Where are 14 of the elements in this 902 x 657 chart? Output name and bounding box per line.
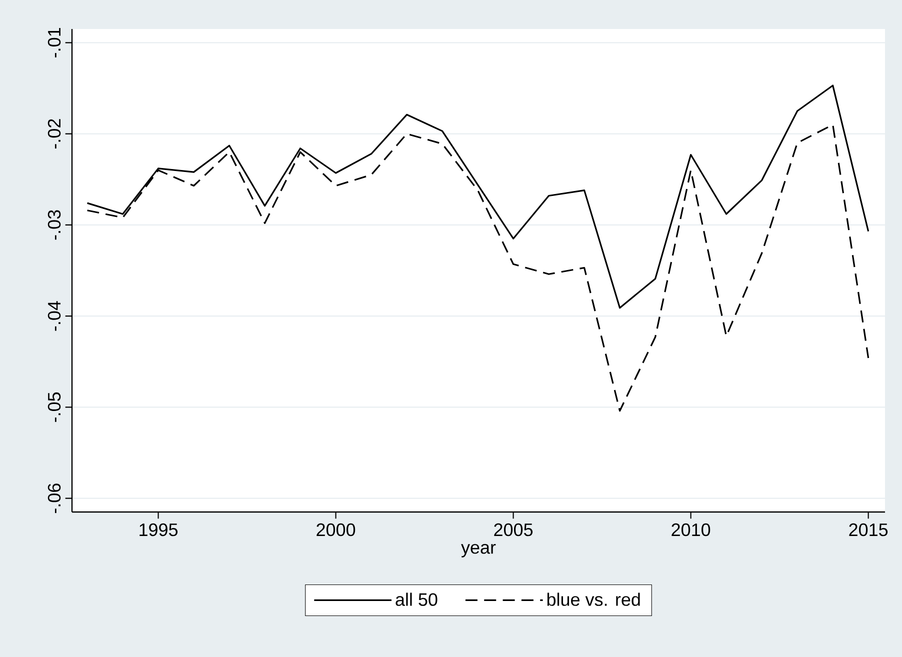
y-tick-label: -.05 <box>48 392 61 422</box>
x-tick-label: 2005 <box>494 523 533 536</box>
legend-label: blue vs. red <box>547 592 640 606</box>
y-tick-label: -.06 <box>48 484 61 514</box>
y-tick-label: -.01 <box>48 28 61 58</box>
x-tick-label: 1995 <box>140 523 178 536</box>
y-tick-label: -.04 <box>48 301 61 331</box>
x-tick-label: 2015 <box>849 523 888 536</box>
y-tick-label: -.03 <box>48 210 61 240</box>
legend-label: all 50 <box>396 592 438 606</box>
x-tick-label: 2010 <box>672 523 710 536</box>
x-tick-label: 2000 <box>316 523 356 536</box>
y-tick-label: -.02 <box>48 119 61 149</box>
x-axis-title: year <box>461 544 496 558</box>
